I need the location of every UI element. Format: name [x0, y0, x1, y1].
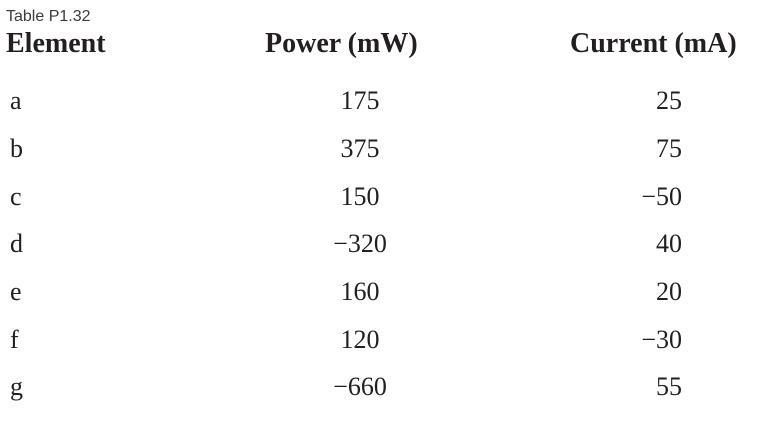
element-cell: d: [10, 229, 23, 258]
table-row: d −320 40: [0, 224, 760, 264]
element-cell: f: [10, 325, 19, 354]
power-cell: −660: [333, 372, 387, 401]
table-caption: Table P1.32: [6, 8, 91, 25]
column-header-power: Power (mW): [265, 28, 418, 59]
current-cell: 25: [656, 86, 682, 115]
column-header-current: Current (mA): [570, 28, 737, 59]
power-cell: 160: [340, 277, 380, 306]
element-cell: b: [10, 134, 23, 163]
current-cell: −50: [641, 182, 682, 211]
current-cell: 55: [656, 372, 682, 401]
power-cell: −320: [333, 229, 387, 258]
power-cell: 150: [340, 182, 380, 211]
current-cell: 40: [656, 229, 682, 258]
current-cell: 20: [656, 277, 682, 306]
table-row: a 175 25: [0, 81, 760, 121]
current-cell: −30: [641, 325, 682, 354]
table-row: e 160 20: [0, 272, 760, 312]
power-cell: 375: [340, 134, 380, 163]
current-cell: 75: [656, 134, 682, 163]
table-row: c 150 −50: [0, 177, 760, 217]
power-cell: 120: [340, 325, 380, 354]
column-header-element: Element: [6, 28, 106, 59]
table-row: g −660 55: [0, 367, 760, 407]
element-cell: c: [10, 182, 22, 211]
table-row: b 375 75: [0, 129, 760, 169]
element-cell: a: [10, 86, 22, 115]
power-cell: 175: [340, 86, 380, 115]
element-cell: g: [10, 372, 23, 401]
element-cell: e: [10, 277, 22, 306]
table-row: f 120 −30: [0, 320, 760, 360]
